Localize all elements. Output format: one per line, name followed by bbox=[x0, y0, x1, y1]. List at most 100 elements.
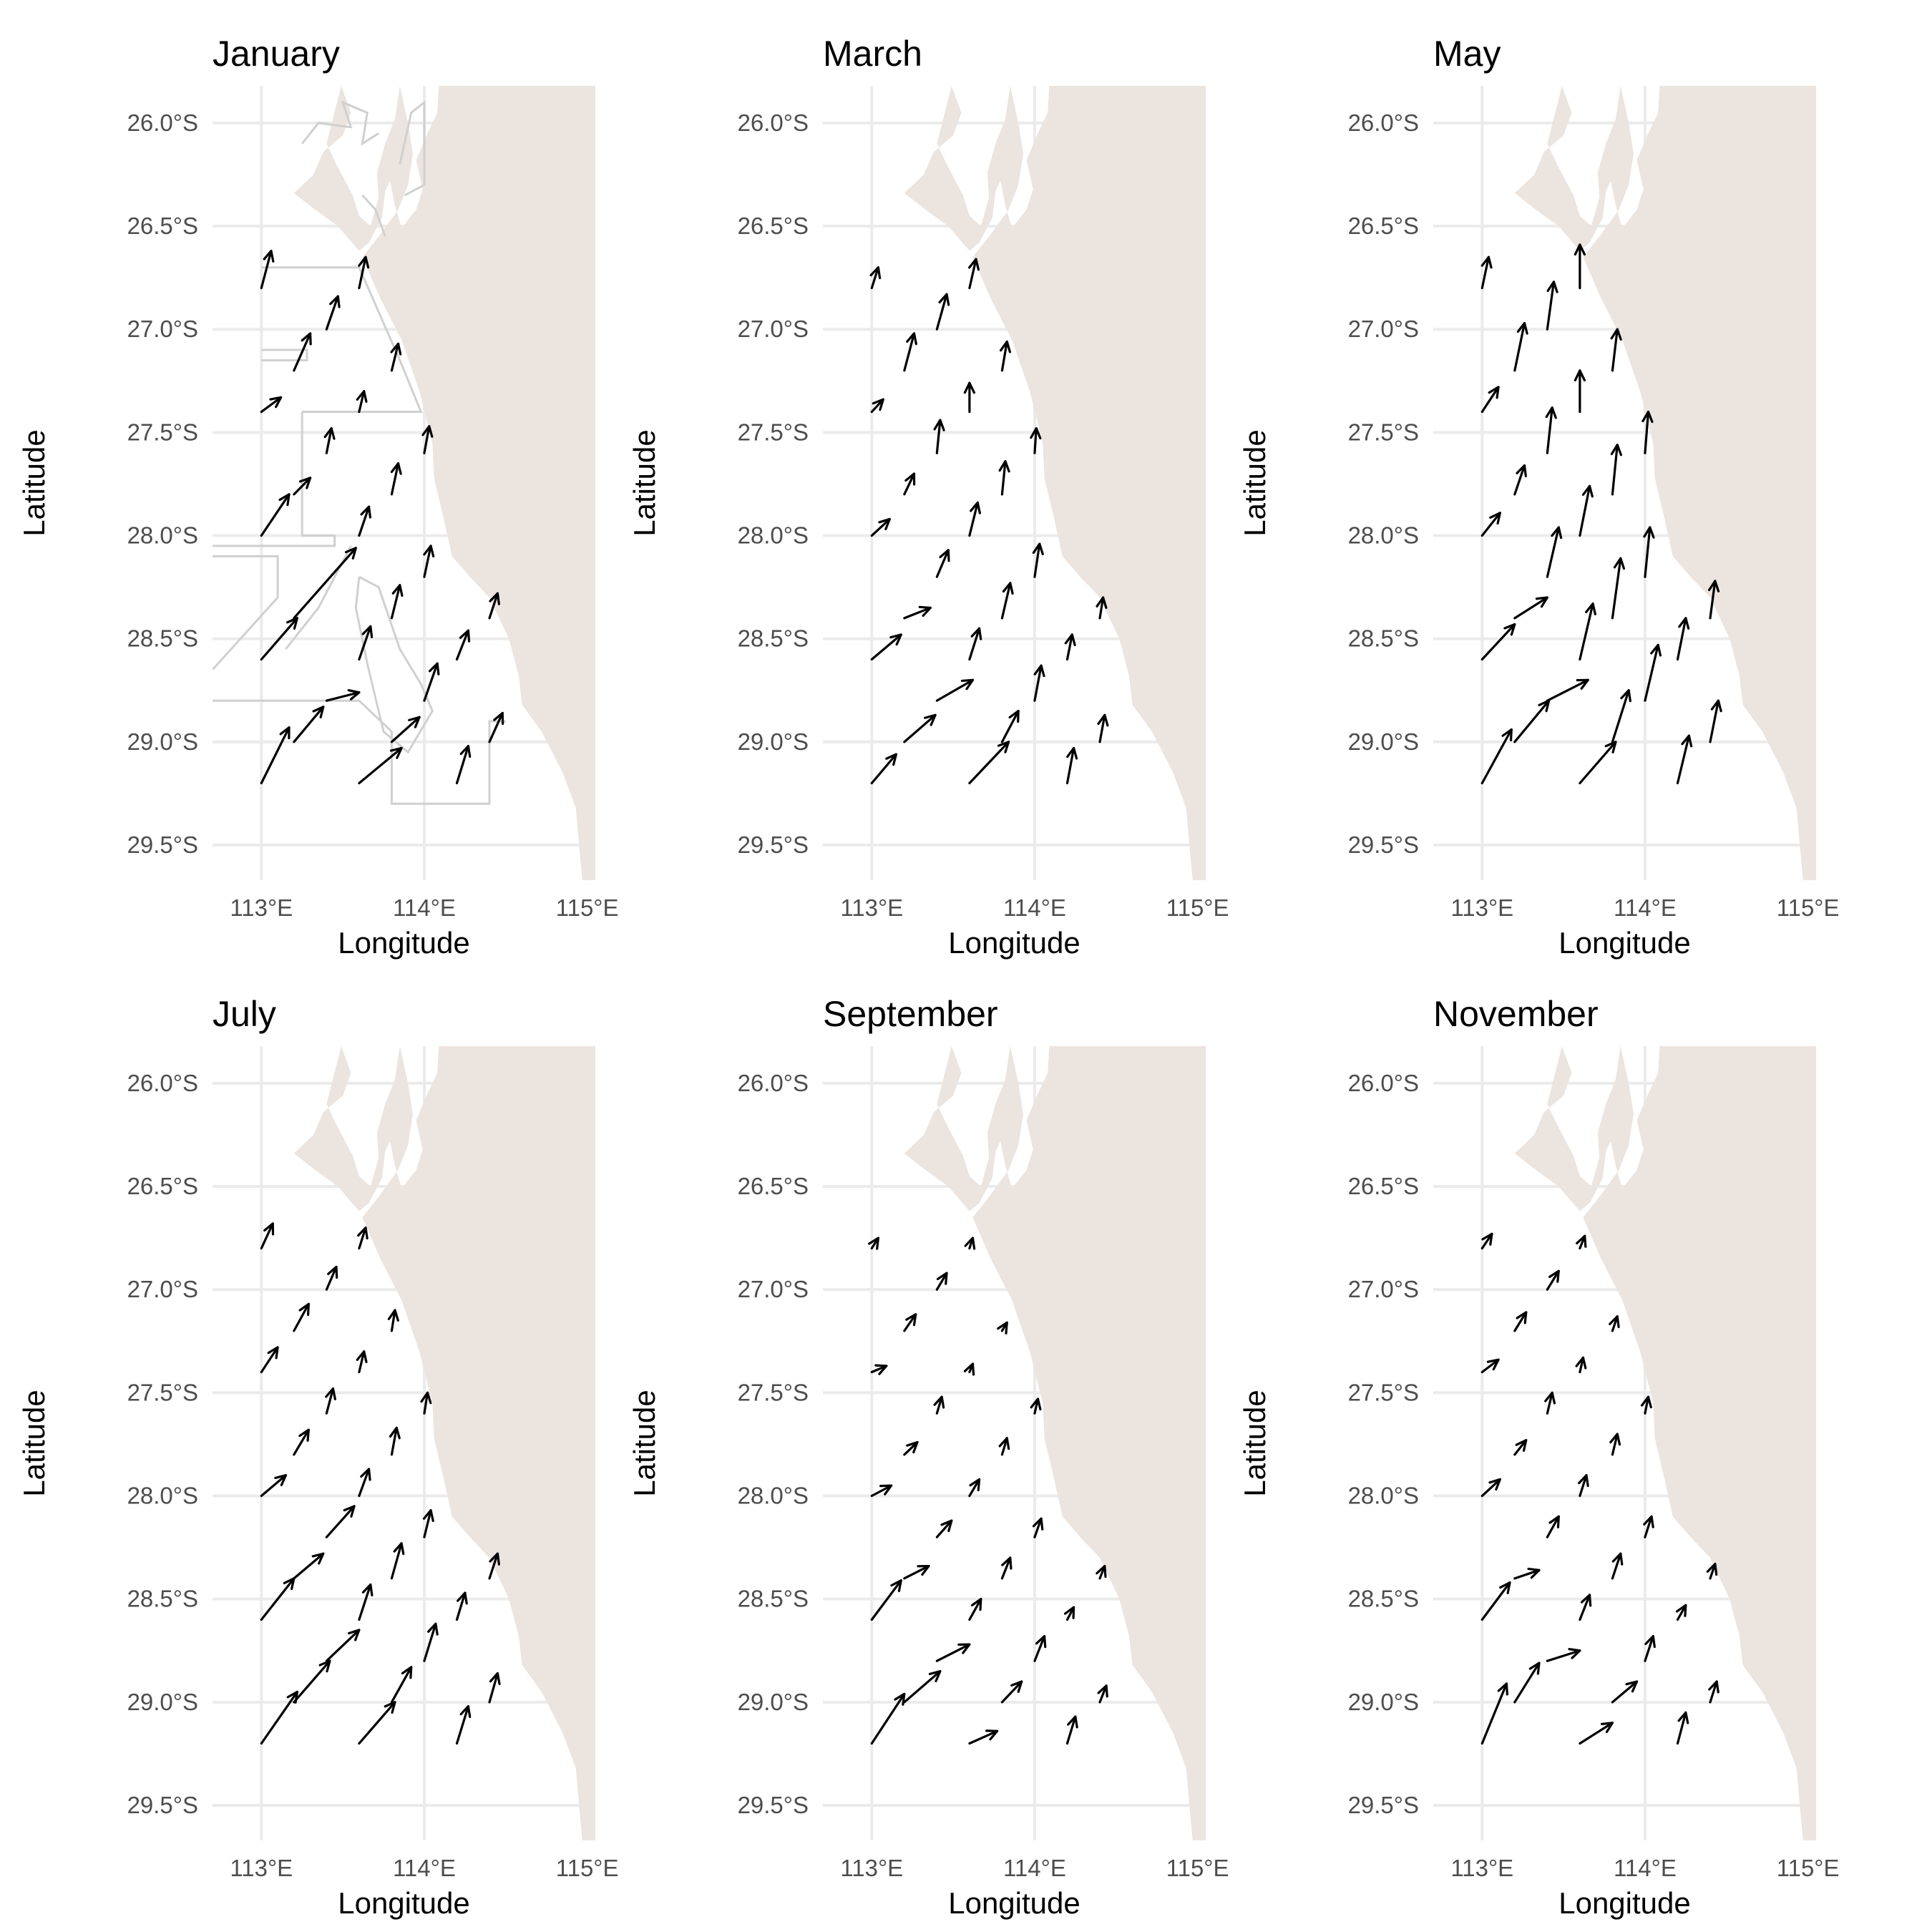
current-vector-arrow bbox=[293, 1428, 310, 1456]
arrow-head bbox=[936, 1272, 948, 1285]
arrow-shaft bbox=[260, 250, 273, 290]
arrow-head bbox=[1486, 1358, 1500, 1371]
current-vector-arrow bbox=[1513, 596, 1548, 620]
arrow-head bbox=[905, 1313, 917, 1327]
arrow-head bbox=[970, 627, 982, 640]
arrow-head bbox=[997, 741, 1010, 753]
arrow-head bbox=[427, 1622, 439, 1636]
y-tick-label: 27.5°S bbox=[738, 419, 809, 445]
arrow-head bbox=[459, 629, 471, 643]
arrow-head bbox=[1677, 1711, 1689, 1724]
current-vector-arrow bbox=[1480, 1232, 1493, 1250]
arrow-shaft bbox=[325, 1629, 361, 1662]
arrow-shaft bbox=[935, 1643, 971, 1662]
arrow-shaft bbox=[1513, 1662, 1541, 1704]
arrow-head bbox=[1481, 1232, 1493, 1246]
y-axis-title: Latitude bbox=[1238, 1390, 1272, 1496]
arrow-shaft bbox=[1546, 526, 1560, 578]
arrow-head bbox=[327, 1265, 338, 1279]
arrow-head bbox=[963, 1362, 975, 1376]
arrow-head bbox=[384, 1701, 396, 1714]
arrow-shaft bbox=[358, 1583, 372, 1621]
arrow-head bbox=[267, 1346, 279, 1360]
arrow-shaft bbox=[1065, 746, 1075, 785]
arrow-shaft bbox=[1644, 1634, 1654, 1662]
current-vector-arrow bbox=[1000, 1680, 1023, 1704]
arrow-head bbox=[1096, 1564, 1107, 1579]
panel-title: March bbox=[823, 34, 922, 74]
arrow-shaft bbox=[390, 716, 421, 743]
current-vector-arrow bbox=[421, 425, 434, 454]
zone-boundary-line bbox=[261, 348, 308, 361]
arrow-shaft bbox=[358, 625, 372, 661]
arrow-head bbox=[998, 460, 1010, 473]
x-axis-title: Longitude bbox=[338, 926, 470, 960]
current-vector-arrow bbox=[1576, 1234, 1587, 1250]
arrow-shaft bbox=[935, 549, 950, 578]
zone-boundary-line bbox=[285, 545, 352, 650]
map-clipped-layer bbox=[904, 1046, 1206, 1840]
arrow-shaft bbox=[325, 295, 339, 331]
current-vector-arrow bbox=[423, 545, 435, 578]
arrow-shaft bbox=[1480, 512, 1501, 537]
arrow-head bbox=[1581, 484, 1594, 498]
arrow-head bbox=[1527, 1567, 1541, 1579]
arrow-head bbox=[489, 1672, 501, 1685]
x-tick-label: 113°E bbox=[840, 1855, 903, 1881]
current-vector-arrow bbox=[488, 592, 500, 620]
arrow-head bbox=[1488, 1478, 1501, 1491]
current-vector-arrow bbox=[358, 1701, 396, 1745]
map-clipped-layer bbox=[213, 86, 595, 880]
arrow-head bbox=[1516, 464, 1527, 477]
arrow-head bbox=[1499, 1581, 1511, 1594]
arrow-head bbox=[1546, 280, 1558, 293]
current-vector-arrow bbox=[1546, 526, 1563, 578]
arrow-head bbox=[391, 584, 404, 597]
arrow-head bbox=[263, 250, 275, 263]
current-vector-arrow bbox=[903, 605, 932, 620]
arrow-head bbox=[1620, 689, 1631, 703]
arrow-shaft bbox=[1709, 580, 1717, 620]
current-vector-arrow bbox=[1640, 1395, 1652, 1415]
y-tick-label: 28.5°S bbox=[738, 625, 809, 652]
arrow-head bbox=[885, 753, 898, 766]
current-vector-arrow bbox=[1609, 1433, 1621, 1456]
arrow-shaft bbox=[293, 1302, 310, 1332]
y-tick-label: 28.5°S bbox=[127, 1586, 198, 1612]
arrow-head bbox=[1480, 255, 1493, 269]
arrow-shaft bbox=[358, 1701, 396, 1745]
y-tick-label: 27.0°S bbox=[738, 1276, 809, 1302]
y-tick-label: 29.0°S bbox=[738, 1689, 809, 1715]
current-vector-arrow bbox=[968, 741, 1010, 785]
arrow-head bbox=[389, 1426, 401, 1440]
current-vector-arrow bbox=[903, 713, 937, 743]
current-vector-arrow bbox=[1578, 1474, 1589, 1498]
arrow-head bbox=[1578, 1474, 1589, 1488]
x-tick-label: 115°E bbox=[1166, 894, 1229, 921]
arrow-head bbox=[1063, 1606, 1075, 1619]
current-vector-arrow bbox=[1643, 526, 1655, 578]
arrow-shaft bbox=[390, 342, 400, 372]
arrow-head bbox=[1604, 741, 1617, 753]
land-polygon bbox=[1514, 86, 1816, 880]
arrow-shaft bbox=[1000, 1437, 1008, 1456]
arrow-shaft bbox=[1480, 255, 1491, 290]
arrow-head bbox=[1488, 386, 1500, 399]
map-panel-may: May 26.0°S 26.5°S 27.0°S 27.5°S 28.0°S 28.5°S 2… bbox=[1238, 34, 1840, 960]
current-vector-arrow bbox=[1546, 1515, 1560, 1538]
arrow-shaft bbox=[390, 1666, 413, 1704]
arrow-shaft bbox=[935, 293, 948, 331]
current-vector-arrow bbox=[1611, 689, 1631, 743]
arrow-shaft bbox=[1033, 664, 1043, 702]
arrow-shaft bbox=[455, 629, 470, 661]
arrow-shaft bbox=[1546, 678, 1589, 702]
current-vector-arrow bbox=[1676, 734, 1693, 785]
arrow-shaft bbox=[1644, 1515, 1653, 1538]
current-vector-arrow bbox=[420, 1391, 432, 1415]
y-tick-label: 28.0°S bbox=[1348, 522, 1419, 549]
y-tick-label: 29.5°S bbox=[127, 831, 198, 858]
current-vector-arrow bbox=[870, 1579, 902, 1621]
current-vector-arrow bbox=[260, 493, 291, 537]
y-tick-label: 28.5°S bbox=[127, 625, 198, 652]
current-vector-arrow bbox=[1611, 1680, 1639, 1704]
